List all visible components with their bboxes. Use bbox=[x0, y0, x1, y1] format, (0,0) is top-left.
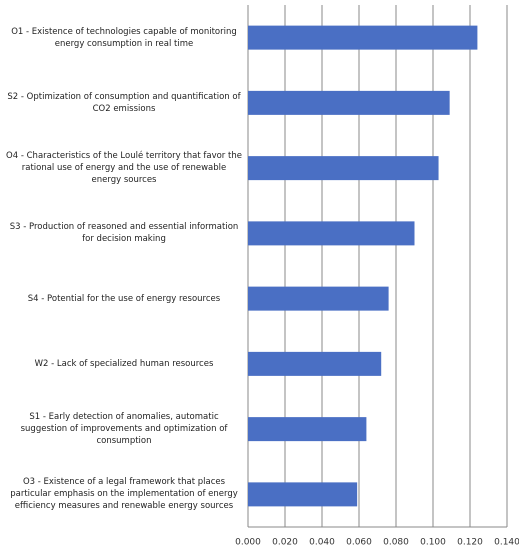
bar bbox=[248, 351, 382, 376]
bar bbox=[248, 221, 415, 246]
x-tick-label: 0.020 bbox=[272, 538, 298, 548]
category-label: O3 - Existence of a legal framework that… bbox=[10, 477, 238, 512]
category-label: W2 - Lack of specialized human resources bbox=[34, 358, 214, 369]
bar bbox=[248, 156, 439, 181]
x-tick-label: 0.080 bbox=[383, 538, 409, 548]
category-label: S2 - Optimization of consumption and qua… bbox=[7, 91, 241, 114]
bar bbox=[248, 417, 367, 442]
x-tick-label: 0.060 bbox=[346, 538, 372, 548]
bar bbox=[248, 482, 358, 507]
x-tick-label: 0.100 bbox=[420, 538, 446, 548]
x-tick-label: 0.140 bbox=[494, 538, 519, 548]
category-label: S1 - Early detection of anomalies, autom… bbox=[20, 412, 228, 447]
category-label: S4 - Potential for the use of energy res… bbox=[27, 293, 221, 304]
x-tick-label: 0.120 bbox=[457, 538, 483, 548]
x-tick-label: 0.000 bbox=[235, 538, 261, 548]
category-label: O4 - Characteristics of the Loulé territ… bbox=[6, 151, 242, 186]
category-label: O1 - Existence of technologies capable o… bbox=[11, 26, 237, 49]
bar bbox=[248, 25, 478, 50]
bar bbox=[248, 286, 389, 311]
x-tick-label: 0.040 bbox=[309, 538, 335, 548]
category-label: S3 - Production of reasoned and essentia… bbox=[9, 222, 239, 245]
bar bbox=[248, 90, 450, 115]
